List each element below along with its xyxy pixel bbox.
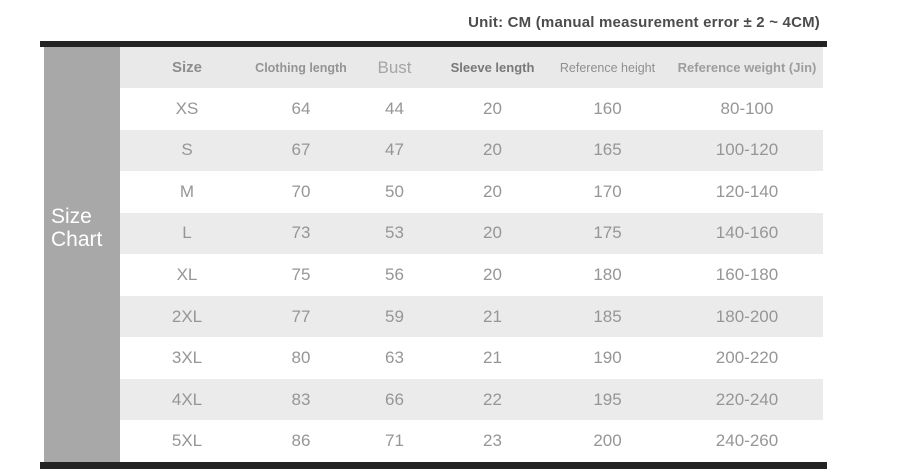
table-cell: 200-220 [715,348,779,368]
table-cell: 165 [593,140,622,160]
table-cell: 66 [385,389,404,409]
size-cell: 2XL [171,306,203,326]
column-header-reference-height: Reference height [559,60,656,75]
table-cell: 20 [483,98,502,118]
table-cell: 53 [385,223,404,243]
size-chart-label: Size Chart [44,47,120,462]
table-cell: 160 [593,98,622,118]
table-cell: 75 [291,264,311,284]
table-row: M 70 50 20 170 120-140 [120,171,823,213]
size-cell: L [182,223,192,243]
table-cell: 190 [593,348,622,368]
table-row: 5XL 86 71 23 200 240-260 [120,420,823,462]
table-cell: 56 [385,264,404,284]
top-divider-bar [40,41,827,47]
table-cell: 50 [385,181,404,201]
table-cell: 80 [291,348,311,368]
column-header-sleeve-length: Sleeve length [450,60,535,75]
table-cell: 120-140 [715,181,779,201]
table-cell: 86 [291,431,311,451]
size-cell: 5XL [171,431,203,451]
table-row: 3XL 80 63 21 190 200-220 [120,337,823,379]
table-cell: 44 [385,98,404,118]
table-row: L 73 53 20 175 140-160 [120,212,823,255]
table-cell: 59 [385,306,404,326]
table-cell: 63 [385,348,404,368]
table-cell: 100-120 [715,140,779,160]
table-cell: 67 [291,140,311,160]
table-row: XL 75 56 20 180 160-180 [120,254,823,296]
bottom-divider-bar [40,462,827,469]
table-cell: 21 [483,348,502,368]
table-cell: 71 [385,431,404,451]
table-cell: 180-200 [715,306,779,326]
table-cell: 47 [385,140,404,160]
table-cell: 140-160 [715,223,779,243]
size-cell: 4XL [171,389,203,409]
table-cell: 20 [483,264,502,284]
table-header-row: Size Clothing length Bust Sleeve length … [120,47,823,88]
size-cell: S [181,140,193,160]
table-cell: 21 [483,306,502,326]
table-cell: 83 [291,389,311,409]
table-cell: 200 [593,431,622,451]
size-chart-label-line1: Size [51,205,92,228]
table-row: XS 64 44 20 160 80-100 [120,88,823,130]
table-cell: 23 [483,431,502,451]
table-body: XS 64 44 20 160 80-100 S 67 47 20 165 100-120 M 70 50 2… [120,88,823,462]
column-header-clothing-length: Clothing length [255,60,347,75]
size-chart-label-line2: Chart [51,228,103,251]
column-header-reference-weight: Reference weight (Jin) [677,59,817,75]
table-cell: 160-180 [715,264,779,284]
table-cell: 175 [593,223,622,243]
column-header-size: Size [171,59,202,76]
table-cell: 20 [483,223,502,243]
table-cell: 195 [593,389,622,409]
unit-note: Unit: CM (manual measurement error ± 2 ~… [468,14,820,31]
table-cell: 180 [593,264,622,284]
table-row: 4XL 83 66 22 195 220-240 [120,378,823,421]
table-cell: 77 [291,306,311,326]
table-cell: 22 [483,389,502,409]
table-row: 2XL 77 59 21 185 180-200 [120,295,823,338]
table-cell: 80-100 [720,98,774,118]
table-cell: 240-260 [715,431,779,451]
table-cell: 64 [291,98,311,118]
size-cell: M [179,181,195,201]
table-cell: 20 [483,140,502,160]
table-row: S 67 47 20 165 100-120 [120,129,823,172]
table-cell: 170 [593,181,622,201]
size-cell: 3XL [171,348,203,368]
column-header-bust: Bust [377,57,412,77]
table-cell: 70 [291,181,311,201]
table-cell: 220-240 [715,389,779,409]
table-cell: 73 [291,223,311,243]
table-cell: 20 [483,181,502,201]
size-cell: XS [175,98,199,118]
size-table: Size Clothing length Bust Sleeve length … [120,47,823,462]
table-cell: 185 [593,306,622,326]
size-cell: XL [176,264,198,284]
